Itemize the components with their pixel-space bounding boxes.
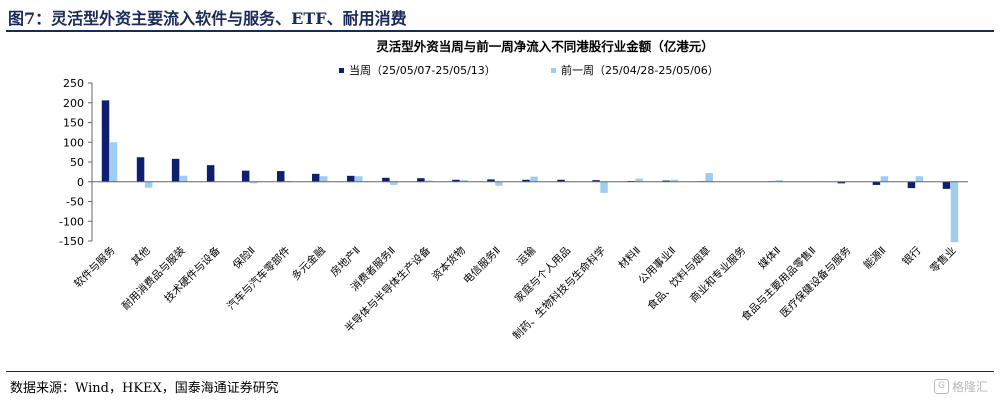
x-tick-label: 材料Ⅱ [616,244,644,272]
bar-current [592,180,600,182]
bar-current [907,181,916,189]
legend-label-current: 当周（25/05/07-25/05/13） [349,63,496,77]
bar-current [136,157,145,182]
x-tick-label: 运输 [514,244,538,268]
bar-current [347,175,355,182]
bar-current [276,171,285,182]
y-tick-label: 100 [63,136,84,149]
x-tick-label: 能源Ⅱ [861,244,889,272]
x-tick-label: 软件与服务 [71,244,118,291]
bar-current [101,100,110,182]
y-tick-label: -50 [66,196,84,209]
bar-current [206,165,215,182]
bar-previous [530,176,538,182]
bar-previous [320,176,328,182]
legend-swatch-current [339,68,344,73]
bar-previous [355,176,363,182]
x-tick-label: 耐用消费品与服装 [119,244,188,313]
bar-current [312,173,320,182]
y-tick-label: 250 [63,77,84,90]
bar-previous [495,181,503,186]
bar-previous [460,180,468,182]
x-tick-label: 零售业 [927,244,958,275]
watermark-logo-icon: G [933,379,949,394]
bar-previous [880,176,889,182]
bar-previous [179,175,188,182]
bar-previous [109,142,118,182]
bar-previous [775,180,784,182]
y-axis: 250 200 150 100 50 0 -50 -100 -150 [59,77,93,248]
figure-title: 图7：灵活型外资主要流入软件与服务、ETF、耐用消费 [8,9,407,28]
bar-current [837,181,846,184]
bar-current [662,180,670,182]
bars [101,100,959,243]
bar-current [487,179,495,182]
chart-title: 灵活型外资当周与前一周净流入不同港股行业金额（亿港元） [376,39,714,54]
bar-previous [950,181,959,243]
bar-chart: 灵活型外资当周与前一周净流入不同港股行业金额（亿港元） 当周（25/05/07-… [59,39,968,343]
figure-footer: 数据来源：Wind，HKEX，国泰海通证券研究 G 格隆汇 [6,371,994,402]
bar-previous [670,179,678,182]
y-tick-label: 50 [70,156,84,169]
y-tick-label: 0 [77,176,84,189]
bar-current [557,179,565,182]
watermark-text: 格隆汇 [951,380,988,394]
bar-current [872,181,881,185]
x-tick-label: 食品、饮料与烟草 [645,244,714,313]
bar-previous [705,173,713,182]
bar-previous [249,181,258,184]
legend-label-previous: 前一周（25/04/28-25/05/06） [561,63,719,77]
legend: 当周（25/05/07-25/05/13） 前一周（25/04/28-25/05… [339,63,719,77]
legend-swatch-previous [551,68,556,73]
x-tick-label: 汽车与汽车零部件 [224,244,293,313]
bar-previous [144,181,153,188]
chart-container: 灵活型外资当周与前一周净流入不同港股行业金额（亿港元） 当周（25/05/07-… [0,32,1000,370]
y-tick-label: 150 [63,117,84,130]
y-tick-label: -150 [59,235,84,248]
bar-previous [635,178,643,182]
source-note: 数据来源：Wind，HKEX，国泰海通证券研究 [10,381,279,396]
bar-previous [600,181,608,193]
bar-current [942,181,951,189]
x-tick-label: 媒体Ⅱ [756,244,784,272]
bar-current [241,170,250,182]
bar-previous [425,180,433,182]
x-tick-label: 电信服务Ⅱ [461,244,504,287]
watermark: G 格隆汇 [933,378,988,395]
bar-current [522,179,530,182]
y-tick-label: 200 [63,97,84,110]
bar-previous [390,181,398,185]
bar-previous [915,176,924,182]
x-tick-label: 银行 [900,244,924,268]
bar-current [171,158,180,182]
y-tick-label: -100 [59,215,84,228]
x-tick-label: 其他 [129,244,153,268]
x-tick-label: 多元金融 [289,244,328,283]
x-tick-label: 保险Ⅱ [230,244,258,272]
bar-current [382,177,390,182]
figure-header: 图7：灵活型外资主要流入软件与服务、ETF、耐用消费 [6,2,994,32]
bar-current [452,179,460,182]
x-tick-label: 房地产Ⅱ [328,244,363,279]
bar-current [417,178,425,182]
